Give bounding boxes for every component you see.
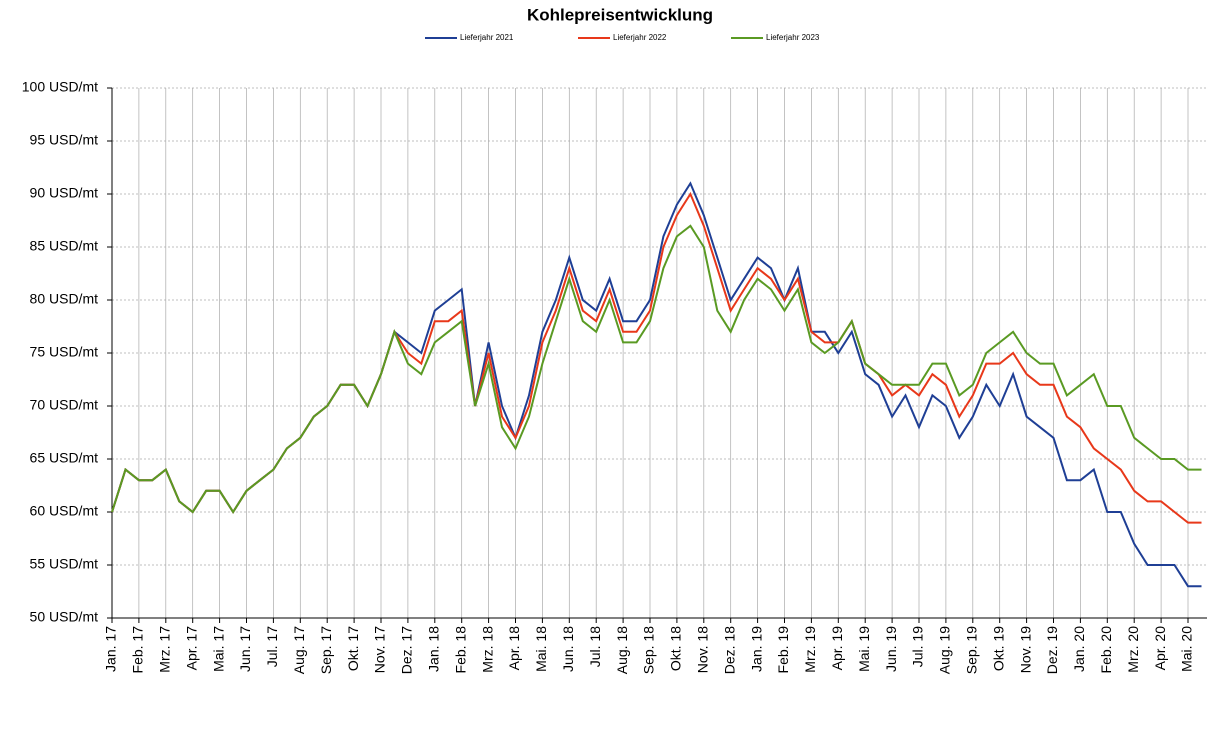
x-tick-label: Mai. 19 bbox=[856, 626, 872, 672]
y-tick-label: 80 USD/mt bbox=[30, 291, 99, 307]
x-tick-label: Feb. 19 bbox=[775, 626, 791, 674]
x-tick-label: Mrz. 19 bbox=[802, 626, 818, 673]
x-tick-label: Jan. 20 bbox=[1071, 626, 1087, 672]
y-tick-label: 70 USD/mt bbox=[30, 397, 99, 413]
x-tick-label: Jan. 18 bbox=[426, 626, 442, 672]
x-tick-label: Dez. 17 bbox=[399, 626, 415, 674]
y-tick-label: 55 USD/mt bbox=[30, 556, 99, 572]
x-tick-label: Nov. 17 bbox=[372, 626, 388, 673]
x-tick-label: Mrz. 18 bbox=[479, 626, 495, 673]
x-tick-label: Apr. 17 bbox=[183, 626, 199, 671]
x-tick-label: Apr. 20 bbox=[1152, 626, 1168, 671]
series-line bbox=[111, 181, 1202, 588]
x-tick-label: Apr. 18 bbox=[506, 626, 522, 671]
y-tick-label: 85 USD/mt bbox=[30, 238, 99, 254]
x-tick-label: Nov. 18 bbox=[695, 626, 711, 673]
x-tick-label: Jul. 19 bbox=[910, 626, 926, 667]
x-tick-label: Jan. 17 bbox=[103, 626, 119, 672]
series-line bbox=[111, 191, 1202, 524]
legend-label: Lieferjahr 2023 bbox=[766, 33, 820, 42]
y-tick-label: 100 USD/mt bbox=[22, 79, 98, 95]
x-tick-label: Okt. 17 bbox=[345, 626, 361, 671]
x-tick-label: Dez. 18 bbox=[721, 626, 737, 674]
x-tick-label: Sep. 19 bbox=[964, 626, 980, 674]
y-tick-label: 75 USD/mt bbox=[30, 344, 99, 360]
y-tick-label: 50 USD/mt bbox=[30, 609, 99, 625]
y-tick-label: 95 USD/mt bbox=[30, 132, 99, 148]
y-tick-label: 90 USD/mt bbox=[30, 185, 99, 201]
legend-label: Lieferjahr 2022 bbox=[613, 33, 667, 42]
x-tick-label: Aug. 17 bbox=[291, 626, 307, 674]
x-tick-label: Jun. 18 bbox=[560, 626, 576, 672]
x-tick-label: Jun. 19 bbox=[883, 626, 899, 672]
chart-title: Kohlepreisentwicklung bbox=[527, 5, 713, 24]
x-tick-label: Mai. 20 bbox=[1179, 626, 1195, 672]
x-tick-label: Feb. 18 bbox=[452, 626, 468, 674]
y-tick-label: 60 USD/mt bbox=[30, 503, 99, 519]
x-tick-label: Nov. 19 bbox=[1017, 626, 1033, 673]
legend-label: Lieferjahr 2021 bbox=[460, 33, 514, 42]
x-tick-label: Jun. 17 bbox=[237, 626, 253, 672]
x-tick-label: Feb. 17 bbox=[130, 626, 146, 674]
x-tick-label: Feb. 20 bbox=[1098, 626, 1114, 674]
x-tick-label: Jul. 18 bbox=[587, 626, 603, 667]
x-tick-label: Aug. 19 bbox=[937, 626, 953, 674]
x-tick-label: Okt. 19 bbox=[990, 626, 1006, 671]
x-tick-label: Mai. 18 bbox=[533, 626, 549, 672]
x-tick-label: Mrz. 17 bbox=[157, 626, 173, 673]
x-tick-label: Sep. 17 bbox=[318, 626, 334, 674]
x-tick-label: Dez. 19 bbox=[1044, 626, 1060, 674]
x-tick-label: Sep. 18 bbox=[641, 626, 657, 674]
x-tick-label: Okt. 18 bbox=[668, 626, 684, 671]
x-tick-label: Jan. 19 bbox=[748, 626, 764, 672]
x-tick-label: Jul. 17 bbox=[264, 626, 280, 667]
y-tick-label: 65 USD/mt bbox=[30, 450, 99, 466]
x-tick-label: Aug. 18 bbox=[614, 626, 630, 674]
x-tick-label: Apr. 19 bbox=[829, 626, 845, 671]
x-tick-label: Mai. 17 bbox=[210, 626, 226, 672]
series-line bbox=[111, 224, 1202, 514]
x-tick-label: Mrz. 20 bbox=[1125, 626, 1141, 673]
